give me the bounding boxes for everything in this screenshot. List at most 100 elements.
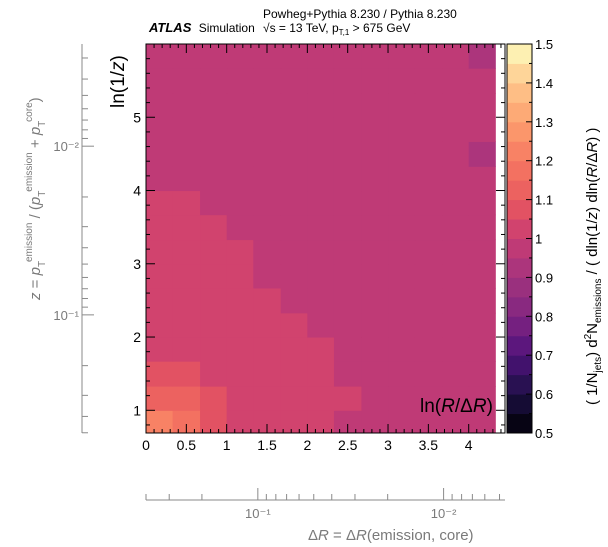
heatmap-cell [280, 361, 308, 387]
heatmap-cells [146, 44, 496, 434]
heatmap-cell [172, 410, 201, 434]
heatmap-cell [226, 287, 254, 314]
heatmap-cell [468, 263, 496, 289]
heatmap-cell [442, 287, 470, 314]
heatmap-cell [253, 312, 282, 338]
x-tick-label: 1 [223, 437, 231, 453]
heatmap-cell [172, 190, 201, 216]
heatmap-cell [172, 141, 201, 167]
heatmap-cell [172, 214, 201, 241]
heatmap-cell [226, 361, 254, 387]
heatmap-cell [146, 141, 174, 167]
heatmap-cell [280, 214, 308, 241]
heatmap-cell [442, 361, 470, 387]
heatmap-cell [361, 190, 389, 216]
colorbar-bin [507, 277, 532, 298]
heatmap-cell [172, 93, 201, 118]
heatmap-cell [333, 337, 362, 362]
heatmap-cell [307, 141, 335, 167]
heatmap-cell [468, 239, 496, 265]
x-tick-label: 1.5 [257, 437, 277, 453]
colorbar-bin [507, 257, 532, 278]
heatmap-cell [146, 239, 174, 265]
x-tick-label: 0.5 [177, 437, 197, 453]
heatmap-cell [226, 386, 254, 411]
heatmap-cell [442, 141, 470, 167]
heatmap-cell [200, 386, 228, 411]
colorbar: 0.5 0.6 0.7 0.8 0.9 1 1.1 1.2 1.3 1.4 1.5 [506, 37, 553, 441]
main-axes: 0 0.5 1 1.5 2 2.5 3 3.5 4 1 2 3 4 5 [133, 44, 505, 453]
heatmap-cell [226, 117, 254, 142]
colorbar-tick-label: 1.1 [535, 193, 553, 208]
heatmap-cell [333, 190, 362, 216]
heatmap-cell [333, 214, 362, 241]
heatmap-cell [468, 410, 496, 434]
heatmap-cell [414, 68, 443, 94]
heatmap-cell [200, 166, 228, 192]
colorbar-bin [507, 413, 532, 434]
heatmap-cell [226, 263, 254, 289]
heatmap-cell [226, 337, 254, 362]
heatmap-cell [307, 93, 335, 118]
heatmap-cell [468, 361, 496, 387]
heatmap-cell [388, 410, 416, 434]
heatmap-cell [280, 386, 308, 411]
heatmap-cell [280, 141, 308, 167]
colorbar-bin [507, 374, 532, 395]
colorbar-bin [507, 160, 532, 181]
heatmap-cell [468, 93, 496, 118]
heatmap-cell [146, 166, 174, 192]
heatmap-cell [468, 214, 496, 241]
heatmap-cell [146, 410, 174, 434]
heatmap-cell [361, 361, 389, 387]
heatmap-cell [414, 287, 443, 314]
x-tick-label: 3.5 [419, 437, 439, 453]
heatmap-cell [172, 287, 201, 314]
heatmap-cell [361, 93, 389, 118]
heatmap-cell [414, 263, 443, 289]
heatmap-cell [361, 239, 389, 265]
heatmap-cell [172, 239, 201, 265]
heatmap-cell [253, 337, 282, 362]
heatmap-cell [468, 312, 496, 338]
heatmap-cell [200, 190, 228, 216]
heatmap-cell [361, 141, 389, 167]
simulation-label: Simulation [199, 21, 255, 35]
heatmap-cell [253, 214, 282, 241]
heatmap-cell [333, 287, 362, 314]
svg-text:ATLAS Simulation: ATLAS Simulation [148, 20, 255, 35]
heatmap-cell [388, 263, 416, 289]
secondary-deltaR-axis: 10⁻¹ 10⁻² [145, 488, 505, 521]
colorbar-tick-label: 1.3 [535, 115, 553, 130]
heatmap-cell [307, 117, 335, 142]
heatmap-cell [146, 93, 174, 118]
heatmap-cell [468, 44, 496, 69]
heatmap-cell [468, 117, 496, 142]
colorbar-bin [507, 121, 532, 142]
heatmap-cell [468, 386, 496, 411]
heatmap-cell [361, 386, 389, 411]
heatmap-cell [200, 239, 228, 265]
atlas-label: ATLAS [148, 20, 192, 35]
colorbar-bin [507, 355, 532, 376]
heatmap-cell [280, 263, 308, 289]
heatmap-cell [468, 141, 496, 167]
colorbar-tick-label: 1 [535, 232, 542, 247]
heatmap-cell [280, 312, 308, 338]
heatmap-cell [253, 117, 282, 142]
heatmap-cell [200, 337, 228, 362]
heatmap-cell [200, 141, 228, 167]
heatmap-cell [146, 190, 174, 216]
energy-label: √s = 13 TeV, pT,1 > 675 GeV [263, 21, 410, 37]
heatmap-cell [442, 68, 470, 94]
heatmap-cell [388, 190, 416, 216]
colorbar-tick-label: 0.7 [535, 348, 553, 363]
colorbar-bin [507, 394, 532, 415]
heatmap-cell [253, 141, 282, 167]
heatmap-cell [280, 93, 308, 118]
colorbar-bin [507, 199, 532, 220]
heatmap-cell [388, 312, 416, 338]
colorbar-bin [507, 180, 532, 201]
heatmap-cell [200, 312, 228, 338]
